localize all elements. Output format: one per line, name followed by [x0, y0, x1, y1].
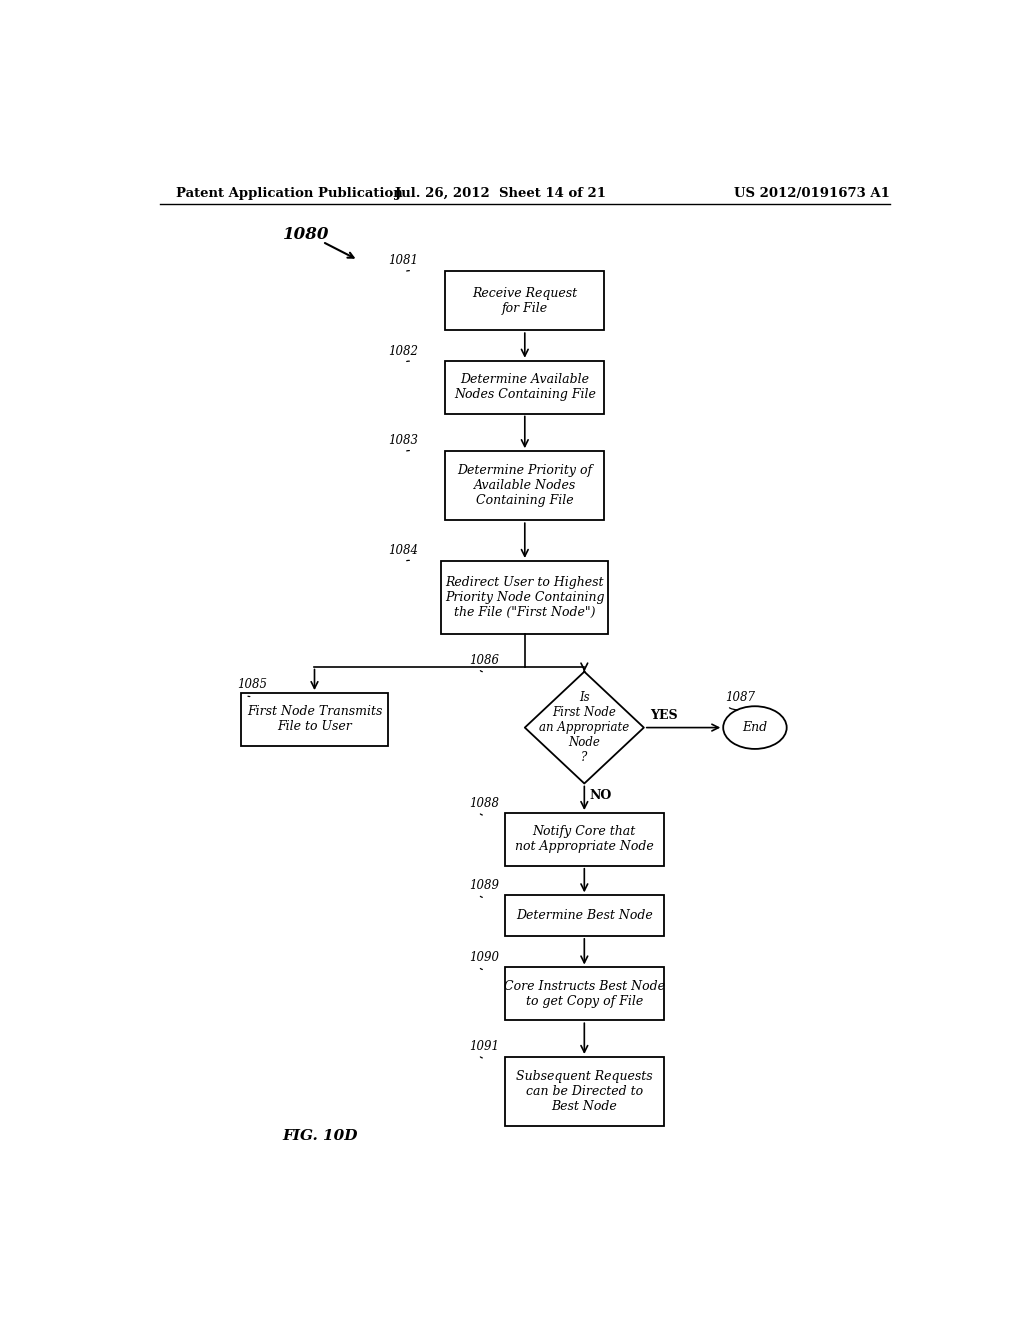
FancyBboxPatch shape [445, 271, 604, 330]
FancyBboxPatch shape [445, 451, 604, 520]
Text: Subsequent Requests
can be Directed to
Best Node: Subsequent Requests can be Directed to B… [516, 1071, 652, 1113]
Text: Redirect User to Highest
Priority Node Containing
the File ("First Node"): Redirect User to Highest Priority Node C… [445, 576, 604, 619]
FancyBboxPatch shape [241, 693, 388, 746]
Text: First Node Transmits
File to User: First Node Transmits File to User [247, 705, 382, 734]
Text: 1081: 1081 [388, 255, 418, 267]
FancyBboxPatch shape [505, 813, 664, 866]
Text: 1087: 1087 [725, 692, 755, 704]
Text: YES: YES [650, 709, 678, 722]
Text: Patent Application Publication: Patent Application Publication [176, 187, 402, 201]
Text: Is
First Node
an Appropriate
Node
?: Is First Node an Appropriate Node ? [540, 692, 630, 764]
Text: NO: NO [590, 789, 612, 803]
Text: 1091: 1091 [469, 1040, 500, 1053]
Text: FIG. 10D: FIG. 10D [283, 1129, 358, 1143]
Text: 1082: 1082 [388, 345, 418, 358]
Text: 1090: 1090 [469, 952, 500, 965]
Text: 1085: 1085 [237, 678, 266, 690]
Text: 1080: 1080 [283, 226, 330, 243]
FancyBboxPatch shape [445, 360, 604, 413]
FancyBboxPatch shape [441, 561, 608, 634]
Text: Core Instructs Best Node
to get Copy of File: Core Instructs Best Node to get Copy of … [504, 979, 665, 1008]
FancyBboxPatch shape [505, 895, 664, 936]
Ellipse shape [723, 706, 786, 748]
Text: Determine Available
Nodes Containing File: Determine Available Nodes Containing Fil… [454, 374, 596, 401]
Text: Determine Priority of
Available Nodes
Containing File: Determine Priority of Available Nodes Co… [458, 465, 592, 507]
Text: Determine Best Node: Determine Best Node [516, 909, 652, 923]
Text: 1084: 1084 [388, 544, 418, 557]
FancyBboxPatch shape [505, 1057, 664, 1126]
Text: Jul. 26, 2012  Sheet 14 of 21: Jul. 26, 2012 Sheet 14 of 21 [395, 187, 606, 201]
Text: Receive Request
for File: Receive Request for File [472, 286, 578, 314]
Text: Notify Core that
not Appropriate Node: Notify Core that not Appropriate Node [515, 825, 653, 854]
Text: US 2012/0191673 A1: US 2012/0191673 A1 [734, 187, 890, 201]
FancyBboxPatch shape [505, 968, 664, 1020]
Text: 1086: 1086 [469, 653, 500, 667]
Text: 1089: 1089 [469, 879, 500, 892]
Text: 1083: 1083 [388, 434, 418, 447]
Text: 1088: 1088 [469, 797, 500, 810]
Text: End: End [742, 721, 768, 734]
Polygon shape [524, 672, 644, 784]
